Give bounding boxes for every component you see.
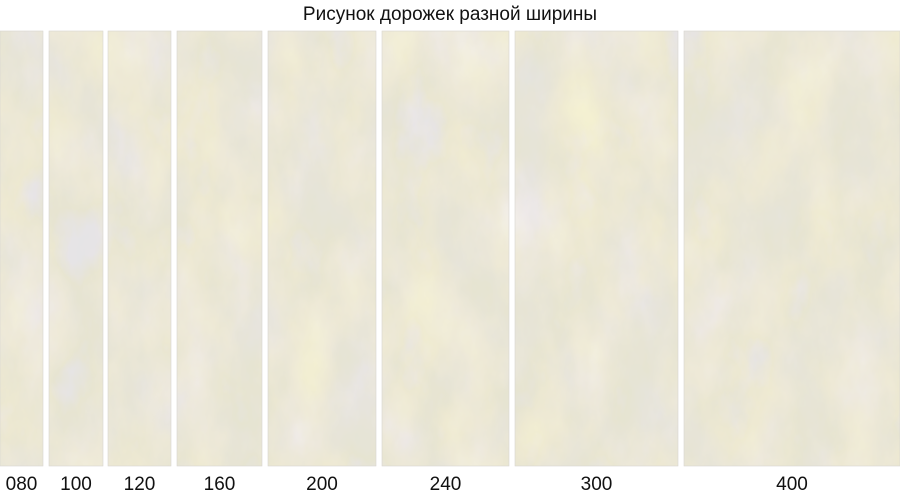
gap: [262, 31, 268, 466]
runner-outline: [683, 30, 900, 467]
gaps: [43, 31, 684, 466]
runner-label: 300: [581, 474, 613, 495]
runner-outline: [381, 30, 510, 467]
runner-outline: [514, 30, 679, 467]
runner-label: 080: [6, 474, 38, 495]
runner-label: 160: [204, 474, 236, 495]
runner-label: 100: [60, 474, 92, 495]
runner-outline: [48, 30, 104, 467]
runner-outline: [267, 30, 377, 467]
runner-outline: [0, 30, 44, 467]
runner-outline: [107, 30, 172, 467]
runner-label: 200: [306, 474, 338, 495]
gap: [171, 31, 177, 466]
gap: [376, 31, 382, 466]
runner-label: 120: [124, 474, 156, 495]
gap: [43, 31, 49, 466]
gap: [678, 31, 684, 466]
runner-label: 240: [430, 474, 462, 495]
rug-texture: [0, 31, 900, 466]
runner-outline: [176, 30, 263, 467]
title: Рисунок дорожек разной ширины: [303, 4, 597, 25]
gap: [509, 31, 515, 466]
runner-label: 400: [776, 474, 808, 495]
gap: [103, 31, 108, 466]
